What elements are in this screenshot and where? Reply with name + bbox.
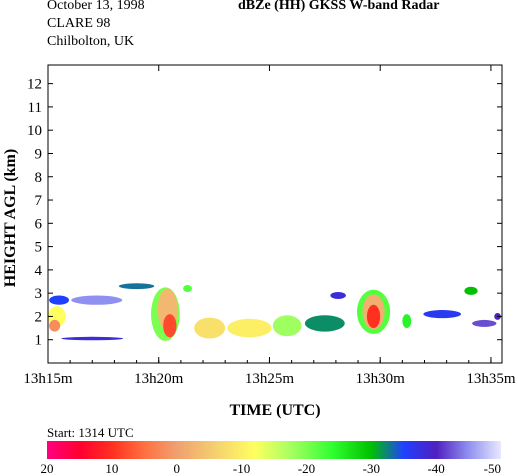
y-tick-label-3: 4: [35, 263, 43, 279]
x-tick-label-1: 13h20m: [134, 371, 184, 387]
echo-cell-3: [61, 336, 124, 341]
y-tick-label-1: 2: [35, 309, 43, 325]
y-tick-label-4: 5: [35, 240, 43, 256]
y-axis-title: HEIGHT AGL (km): [2, 149, 19, 287]
y-tick-label-8: 9: [35, 146, 43, 162]
echo-cell-12: [272, 315, 302, 337]
y-tick-label-7: 8: [35, 170, 43, 186]
x-tick-label-3: 13h30m: [356, 371, 406, 387]
colorbar: [47, 441, 501, 459]
colorbar-labels: 20 10 0 -10 -20 -30 -40 -50: [41, 461, 502, 476]
colorbar-tick-label-1: 10: [105, 461, 118, 476]
echo-cell-9: [183, 285, 192, 292]
colorbar-tick-label-7: -50: [484, 461, 501, 476]
colorbar-tick-label-5: -30: [363, 461, 380, 476]
x-tick-label-0: 13h15m: [23, 371, 73, 387]
y-tick-label-9: 10: [27, 123, 42, 139]
colorbar-tick-label-2: 0: [173, 461, 180, 476]
y-tick-label-5: 6: [35, 216, 43, 232]
chart-title: dBZe (HH) GKSS W-band Radar: [238, 0, 440, 13]
echo-cell-21: [472, 319, 497, 327]
y-tick-label-6: 7: [35, 193, 43, 209]
colorbar-tick-label-4: -20: [298, 461, 315, 476]
echo-cell-11: [227, 318, 272, 338]
plot-frame: [47, 64, 503, 364]
date-text: October 13, 1998: [47, 0, 145, 13]
x-axis-title: TIME (UTC): [229, 402, 320, 419]
campaign-text: CLARE 98: [47, 16, 111, 31]
echo-cell-13: [304, 315, 345, 332]
echo-cell-14: [330, 291, 346, 299]
echo-cell-5: [118, 283, 155, 290]
y-tick-label-10: 11: [28, 100, 42, 116]
start-time-label: Start: 1314 UTC: [47, 425, 134, 440]
colorbar-tick-label-6: -40: [427, 461, 444, 476]
echo-cell-18: [402, 314, 412, 329]
y-tick-label-11: 12: [27, 77, 42, 93]
echo-cell-4: [71, 295, 123, 305]
echo-cell-20: [464, 286, 478, 295]
x-tick-label-4: 13h35m: [466, 371, 516, 387]
echo-layer: [48, 283, 501, 341]
colorbar-tick-label-3: -10: [233, 461, 250, 476]
echo-cell-17: [366, 304, 381, 329]
echo-cell-1: [49, 319, 61, 332]
site-text: Chilbolton, UK: [47, 34, 135, 49]
y-tick-label-2: 3: [35, 286, 43, 302]
echo-cell-10: [194, 317, 226, 339]
x-tick-label-2: 13h25m: [245, 371, 295, 387]
y-tick-label-0: 1: [35, 333, 43, 349]
colorbar-tick-label-0: 20: [41, 461, 54, 476]
echo-cell-8: [163, 314, 177, 338]
echo-cell-2: [49, 295, 70, 305]
echo-cell-19: [423, 310, 462, 319]
